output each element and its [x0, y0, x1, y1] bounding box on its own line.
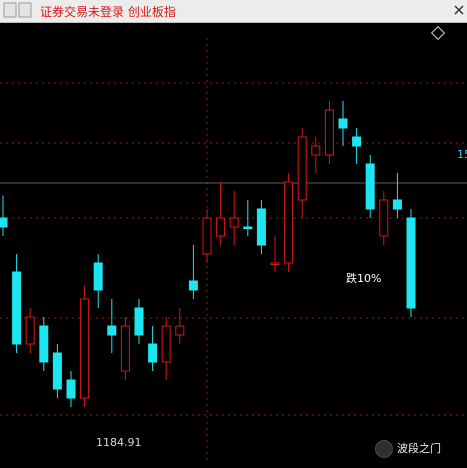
candle-body [311, 145, 321, 156]
candle-body [161, 325, 171, 363]
candle [324, 101, 334, 164]
window-title: 证券交易未登录 创业板指 [40, 5, 176, 19]
watermark: 波段之门 [375, 438, 455, 458]
low-price-label: 1184.91 [96, 436, 142, 449]
candle-body [379, 199, 389, 237]
candle [284, 173, 294, 272]
candle-body [93, 262, 103, 291]
candle-body [148, 343, 158, 363]
candle-body [284, 181, 294, 264]
candle-body [80, 298, 90, 399]
candle [338, 101, 348, 146]
candle [120, 317, 130, 380]
candle [379, 191, 389, 245]
candlestick-chart [0, 23, 467, 464]
candle-body [25, 316, 35, 345]
candle-body [256, 208, 266, 246]
candle [134, 299, 144, 344]
wechat-icon [375, 440, 393, 458]
candle-body [338, 118, 348, 129]
candle [406, 209, 416, 317]
chart-canvas [0, 38, 467, 464]
candle-body [66, 379, 76, 399]
candle [39, 317, 49, 371]
close-icon[interactable] [452, 2, 466, 18]
candles [0, 101, 416, 407]
candle [392, 173, 402, 218]
candle [297, 128, 307, 218]
candle [12, 254, 22, 353]
watermark-text: 波段之门 [397, 442, 441, 455]
candle-body [107, 325, 117, 336]
candle [311, 137, 321, 173]
candle [0, 195, 8, 236]
candle-body [0, 217, 8, 228]
candle-body [229, 217, 239, 228]
candle-body [270, 262, 280, 265]
candle [243, 200, 253, 236]
candle [202, 209, 212, 263]
candle-body [406, 217, 416, 309]
grid [0, 38, 467, 464]
candle [93, 254, 103, 308]
candle-body [120, 325, 130, 372]
candle-body [243, 226, 253, 229]
candle [256, 200, 266, 254]
candle-body [39, 325, 49, 363]
candle-body [52, 352, 62, 390]
candle-body [202, 217, 212, 255]
right-scale-label: 15 [457, 148, 467, 161]
candle [352, 128, 362, 164]
candle [161, 317, 171, 380]
window-titlebar: 证券交易未登录 创业板指 [0, 0, 467, 23]
app-icon [18, 2, 32, 18]
candle [52, 344, 62, 398]
candle-body [297, 136, 307, 201]
candle [188, 245, 198, 299]
app-icon [3, 2, 17, 18]
candle [66, 371, 76, 407]
candle [25, 308, 35, 353]
candle-body [216, 217, 226, 237]
candle [80, 285, 90, 407]
candle [229, 191, 239, 245]
candle [216, 182, 226, 245]
candle-body [352, 136, 362, 147]
candle-body [188, 280, 198, 291]
candle-body [365, 163, 375, 210]
candle-body [12, 271, 22, 345]
candle [270, 236, 280, 272]
annotation-label: 跌10% [346, 272, 382, 285]
candle [107, 299, 117, 353]
candle-body [324, 109, 334, 156]
candle-body [392, 199, 402, 210]
candle-body [134, 307, 144, 336]
candle [175, 308, 185, 344]
candle-body [175, 325, 185, 336]
candle [148, 326, 158, 371]
candle [365, 155, 375, 218]
